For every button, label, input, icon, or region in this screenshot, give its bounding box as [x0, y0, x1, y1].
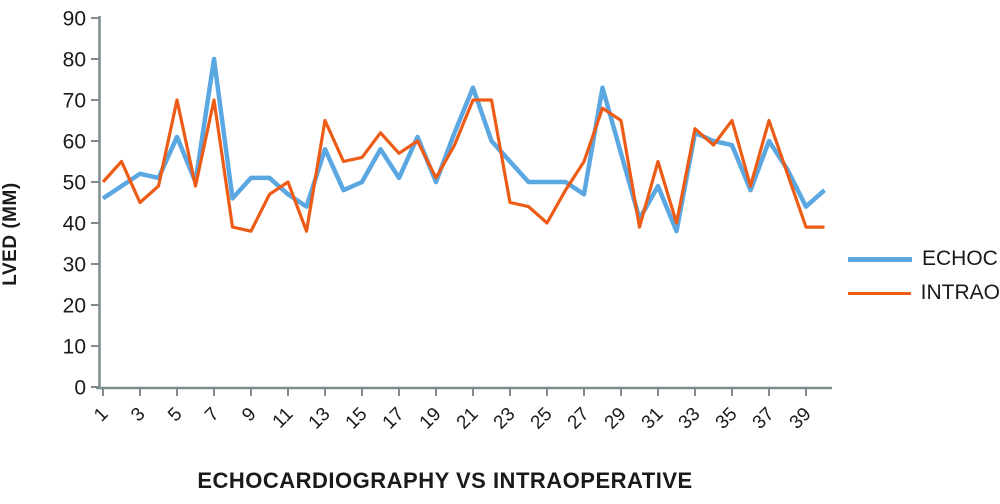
x-tick-label: 11 — [269, 404, 298, 433]
x-tick-label: 33 — [675, 404, 705, 434]
x-tick-label: 39 — [786, 404, 816, 434]
y-tick-label: 30 — [63, 254, 86, 277]
x-tick-label: 23 — [490, 404, 520, 434]
x-tick-label: 3 — [127, 404, 149, 426]
x-tick-label: 17 — [379, 404, 409, 434]
y-tick-label: 0 — [74, 377, 86, 400]
y-tick-label: 50 — [63, 172, 86, 195]
series-line-echoc — [101, 56, 826, 234]
x-tick-label: 35 — [712, 404, 742, 434]
x-tick-label: 37 — [749, 404, 779, 434]
y-tick-label: 70 — [63, 90, 86, 113]
legend-label-echoc: ECHOC — [922, 247, 998, 270]
chart-title: ECHOCARDIOGRAPHY VS INTRAOPERATIVE — [197, 468, 693, 493]
legend: ECHOC INTRAO — [848, 242, 1000, 310]
y-tick-label: 20 — [63, 295, 86, 318]
echoc-line-swatch — [848, 256, 912, 262]
x-tick-label: 27 — [564, 404, 594, 434]
x-tick-label: 15 — [342, 404, 372, 434]
x-tick-label: 31 — [638, 404, 668, 434]
x-tick-label: 25 — [527, 404, 557, 434]
legend-label-intrao: INTRAO — [920, 281, 1000, 304]
x-tick-label: 19 — [416, 404, 446, 434]
y-tick-label: 60 — [63, 131, 86, 154]
legend-item-intrao: INTRAO — [848, 276, 1000, 310]
y-tick-label: 80 — [63, 49, 86, 72]
x-tick-label: 13 — [305, 404, 335, 434]
x-tick-label: 5 — [164, 404, 186, 426]
x-tick-label: 9 — [238, 404, 260, 426]
x-tick-label: 1 — [90, 404, 112, 426]
y-axis-title: LVED (MM) — [0, 182, 21, 286]
x-tick-label: 7 — [201, 404, 223, 426]
y-tick-label: 90 — [63, 8, 86, 31]
legend-item-echoc: ECHOC — [848, 242, 1000, 276]
x-tick-label: 29 — [601, 404, 631, 434]
series-line-intrao — [101, 98, 825, 233]
y-tick-label: 10 — [63, 336, 86, 359]
y-tick-label: 40 — [63, 213, 86, 236]
intrao-line-swatch — [848, 291, 911, 295]
x-tick-label: 21 — [453, 404, 483, 434]
